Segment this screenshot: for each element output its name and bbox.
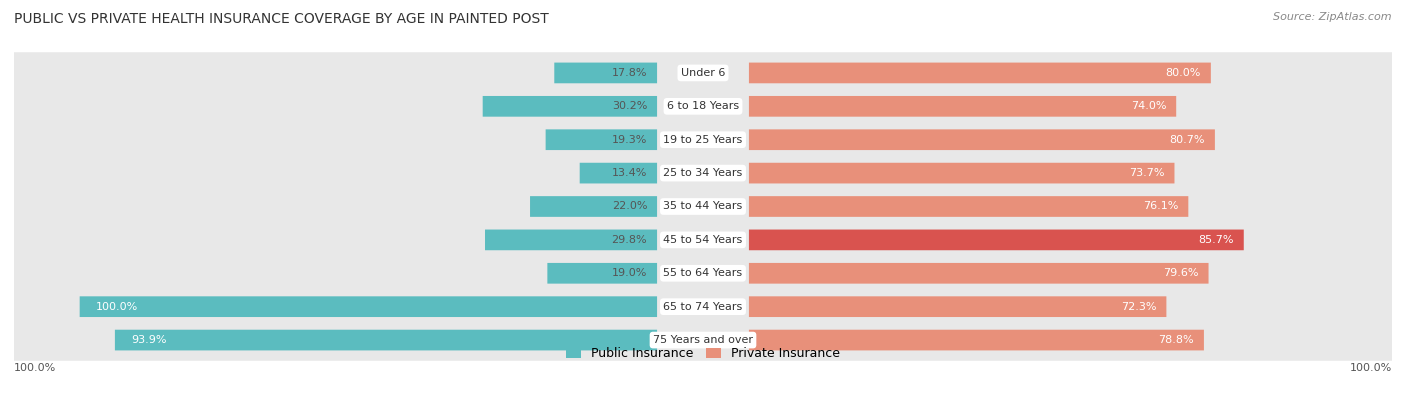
FancyBboxPatch shape bbox=[554, 63, 657, 83]
FancyBboxPatch shape bbox=[13, 119, 1393, 160]
FancyBboxPatch shape bbox=[749, 296, 1167, 317]
FancyBboxPatch shape bbox=[749, 196, 1188, 217]
Text: 35 to 44 Years: 35 to 44 Years bbox=[664, 202, 742, 211]
FancyBboxPatch shape bbox=[13, 186, 1393, 227]
FancyBboxPatch shape bbox=[749, 63, 1211, 83]
FancyBboxPatch shape bbox=[749, 129, 1215, 150]
FancyBboxPatch shape bbox=[13, 253, 1393, 294]
Text: 13.4%: 13.4% bbox=[612, 168, 647, 178]
Text: 85.7%: 85.7% bbox=[1198, 235, 1234, 245]
FancyBboxPatch shape bbox=[13, 219, 1393, 261]
FancyBboxPatch shape bbox=[13, 152, 1393, 194]
FancyBboxPatch shape bbox=[749, 330, 1204, 350]
Text: 100.0%: 100.0% bbox=[1350, 363, 1392, 373]
FancyBboxPatch shape bbox=[749, 263, 1209, 284]
Text: 100.0%: 100.0% bbox=[14, 363, 56, 373]
FancyBboxPatch shape bbox=[482, 96, 657, 117]
Text: 72.3%: 72.3% bbox=[1121, 301, 1157, 312]
Text: 30.2%: 30.2% bbox=[612, 101, 647, 112]
Text: 74.0%: 74.0% bbox=[1130, 101, 1167, 112]
Text: Source: ZipAtlas.com: Source: ZipAtlas.com bbox=[1274, 12, 1392, 22]
FancyBboxPatch shape bbox=[749, 163, 1174, 183]
Text: 80.7%: 80.7% bbox=[1170, 135, 1205, 145]
Text: 73.7%: 73.7% bbox=[1129, 168, 1164, 178]
Text: 65 to 74 Years: 65 to 74 Years bbox=[664, 301, 742, 312]
Text: 29.8%: 29.8% bbox=[612, 235, 647, 245]
Text: 25 to 34 Years: 25 to 34 Years bbox=[664, 168, 742, 178]
FancyBboxPatch shape bbox=[13, 52, 1393, 94]
FancyBboxPatch shape bbox=[13, 85, 1393, 127]
Text: 93.9%: 93.9% bbox=[131, 335, 167, 345]
Text: 19 to 25 Years: 19 to 25 Years bbox=[664, 135, 742, 145]
FancyBboxPatch shape bbox=[749, 230, 1244, 250]
FancyBboxPatch shape bbox=[13, 286, 1393, 328]
Text: 100.0%: 100.0% bbox=[96, 301, 138, 312]
Text: Under 6: Under 6 bbox=[681, 68, 725, 78]
Text: 79.6%: 79.6% bbox=[1163, 268, 1199, 278]
FancyBboxPatch shape bbox=[80, 296, 657, 317]
Text: 55 to 64 Years: 55 to 64 Years bbox=[664, 268, 742, 278]
FancyBboxPatch shape bbox=[485, 230, 657, 250]
FancyBboxPatch shape bbox=[547, 263, 657, 284]
FancyBboxPatch shape bbox=[546, 129, 657, 150]
Text: 6 to 18 Years: 6 to 18 Years bbox=[666, 101, 740, 112]
Legend: Public Insurance, Private Insurance: Public Insurance, Private Insurance bbox=[567, 347, 839, 360]
Text: 75 Years and over: 75 Years and over bbox=[652, 335, 754, 345]
Text: 78.8%: 78.8% bbox=[1159, 335, 1194, 345]
FancyBboxPatch shape bbox=[115, 330, 657, 350]
Text: 17.8%: 17.8% bbox=[612, 68, 647, 78]
Text: 19.3%: 19.3% bbox=[612, 135, 647, 145]
Text: 45 to 54 Years: 45 to 54 Years bbox=[664, 235, 742, 245]
Text: PUBLIC VS PRIVATE HEALTH INSURANCE COVERAGE BY AGE IN PAINTED POST: PUBLIC VS PRIVATE HEALTH INSURANCE COVER… bbox=[14, 12, 548, 26]
FancyBboxPatch shape bbox=[13, 319, 1393, 361]
Text: 22.0%: 22.0% bbox=[612, 202, 647, 211]
FancyBboxPatch shape bbox=[579, 163, 657, 183]
Text: 80.0%: 80.0% bbox=[1166, 68, 1201, 78]
Text: 76.1%: 76.1% bbox=[1143, 202, 1178, 211]
Text: 19.0%: 19.0% bbox=[612, 268, 647, 278]
FancyBboxPatch shape bbox=[530, 196, 657, 217]
FancyBboxPatch shape bbox=[749, 96, 1177, 117]
